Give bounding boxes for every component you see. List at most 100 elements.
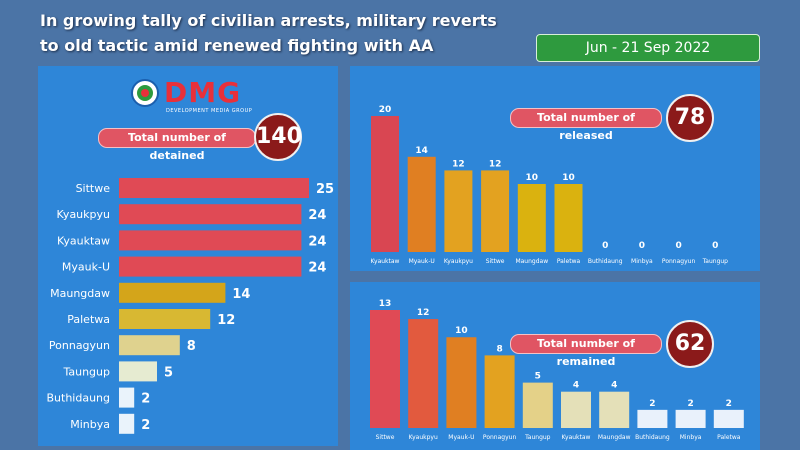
chart-remained-bar — [484, 355, 515, 428]
chart-remained-value-label: 4 — [611, 381, 617, 391]
detained-value-label: 8 — [187, 339, 196, 354]
detained-panel: DMG DEVELOPMENT MEDIA GROUP Total number… — [38, 66, 338, 446]
chart-remained-bar — [522, 382, 553, 428]
detained-value-label: 2 — [141, 392, 150, 407]
detained-bar — [119, 309, 211, 329]
headline-line-1: In growing tally of civilian arrests, mi… — [40, 11, 497, 30]
chart-remained-value-label: 10 — [455, 326, 468, 336]
logo-emblem-icon — [131, 79, 159, 107]
headline-line-2: to old tactic amid renewed fighting with… — [40, 36, 434, 55]
chart-released-value-label: 0 — [602, 241, 608, 251]
chart-released-category-label: Buthidaung — [588, 258, 623, 265]
chart-remained-category-label: Ponnagyun — [483, 434, 517, 441]
released-chart: 20 Kyauktaw 14 Myauk-U 12 Kyaukpyu 12 Sittwe 10 M… — [371, 105, 729, 265]
detained-total-circle: 140 — [254, 113, 302, 161]
detained-category-label: Myauk-U — [62, 261, 110, 274]
chart-released-value-label: 10 — [526, 173, 539, 183]
chart-remained-value-label: 2 — [687, 399, 693, 409]
chart-remained-category-label: Taungup — [524, 434, 551, 441]
chart-released-category-label: Kyauktaw — [371, 258, 400, 265]
detained-bar — [119, 230, 302, 251]
chart-released-category-label: Taungup — [702, 258, 729, 265]
chart-remained-value-label: 2 — [649, 399, 655, 409]
chart-remained-value-label: 13 — [379, 299, 392, 309]
chart-released-value-label: 12 — [489, 159, 502, 169]
chart-released-category-label: Paletwa — [557, 258, 581, 265]
chart-released-bar — [481, 170, 510, 252]
detained-category-label: Buthidaung — [46, 392, 110, 405]
detained-value-label: 14 — [232, 287, 250, 302]
remained-panel: Total number of remained 62 13 Sittwe 12 Ky… — [350, 282, 760, 450]
detained-category-label: Maungdaw — [50, 287, 110, 300]
chart-released-category-label: Sittwe — [486, 258, 505, 265]
detained-value-label: 5 — [164, 365, 173, 380]
chart-remained-bar — [446, 337, 477, 428]
detained-bar — [119, 282, 226, 303]
chart-released-value-label: 10 — [562, 173, 575, 183]
chart-remained-value-label: 5 — [535, 372, 541, 382]
detained-value-label: 2 — [141, 418, 150, 433]
released-panel: Total number of released 78 20 Kyauktaw 14… — [350, 66, 760, 271]
detained-bar — [119, 204, 302, 225]
detained-bar — [119, 413, 135, 434]
chart-remained-category-label: Myauk-U — [448, 434, 474, 441]
chart-remained-category-label: Maungdaw — [598, 434, 631, 441]
chart-released-category-label: Myauk-U — [409, 258, 435, 265]
detained-category-label: Sittwe — [76, 182, 111, 195]
logo-text: DMG — [164, 76, 242, 109]
chart-released-category-label: Maungdaw — [515, 258, 548, 265]
detained-value-label: 25 — [316, 182, 334, 197]
chart-released-value-label: 12 — [452, 159, 465, 169]
remained-chart: 13 Sittwe 12 Kyaukpyu 10 Myauk-U 8 Ponnagyun 5 Ta… — [370, 299, 744, 441]
chart-remained-category-label: Buthidaung — [635, 434, 670, 441]
detained-bar — [119, 178, 309, 198]
chart-remained-value-label: 12 — [417, 308, 430, 318]
chart-remained-category-label: Kyaukpyu — [409, 434, 438, 441]
chart-remained-value-label: 8 — [496, 344, 502, 354]
chart-released-value-label: 0 — [712, 241, 718, 251]
chart-released-bar — [371, 116, 399, 252]
chart-remained-category-label: Minbya — [680, 434, 702, 441]
remained-total-label: Total number of remained — [510, 334, 662, 368]
detained-category-label: Ponnagyun — [49, 339, 110, 352]
logo-subtitle: DEVELOPMENT MEDIA GROUP — [166, 108, 253, 114]
chart-remained-value-label: 2 — [726, 399, 732, 409]
chart-released-value-label: 0 — [675, 241, 681, 251]
remained-total-circle: 62 — [666, 320, 714, 368]
chart-released-bar — [444, 170, 473, 252]
chart-released-bar — [517, 184, 546, 252]
released-total-label: Total number of released — [510, 108, 662, 142]
detained-value-label: 24 — [308, 234, 326, 249]
chart-remained-bar — [599, 391, 630, 428]
detained-total-label: Total number of detained — [98, 128, 256, 162]
chart-remained-bar — [713, 409, 744, 428]
detained-category-label: Kyauktaw — [57, 234, 110, 247]
chart-remained-bar — [408, 319, 439, 428]
chart-remained-category-label: Paletwa — [717, 434, 741, 441]
chart-remained-bar — [561, 391, 591, 428]
headline: In growing tally of civilian arrests, mi… — [40, 8, 540, 58]
dmg-logo: DMG DEVELOPMENT MEDIA GROUP — [130, 76, 280, 114]
chart-remained-category-label: Kyauktaw — [562, 434, 591, 441]
chart-released-category-label: Ponnagyun — [662, 258, 696, 265]
detained-value-label: 12 — [217, 313, 235, 328]
chart-released-category-label: Kyaukpyu — [444, 258, 473, 265]
chart-remained-bar — [675, 409, 706, 428]
detained-bar — [119, 256, 302, 277]
detained-bar — [119, 361, 157, 382]
chart-remained-category-label: Sittwe — [376, 434, 395, 441]
chart-remained-value-label: 4 — [573, 381, 579, 391]
detained-category-label: Paletwa — [67, 313, 110, 326]
chart-released-category-label: Minbya — [631, 258, 653, 265]
released-total-circle: 78 — [666, 94, 714, 142]
chart-released-value-label: 0 — [639, 241, 645, 251]
chart-released-bar — [554, 184, 583, 252]
chart-remained-bar — [370, 310, 400, 428]
detained-value-label: 24 — [308, 261, 326, 276]
date-range-badge: Jun - 21 Sep 2022 — [536, 34, 760, 62]
detained-bar — [119, 335, 180, 356]
detained-category-label: Kyaukpyu — [57, 208, 110, 221]
chart-released-bar — [407, 156, 436, 252]
detained-bar — [119, 387, 135, 408]
